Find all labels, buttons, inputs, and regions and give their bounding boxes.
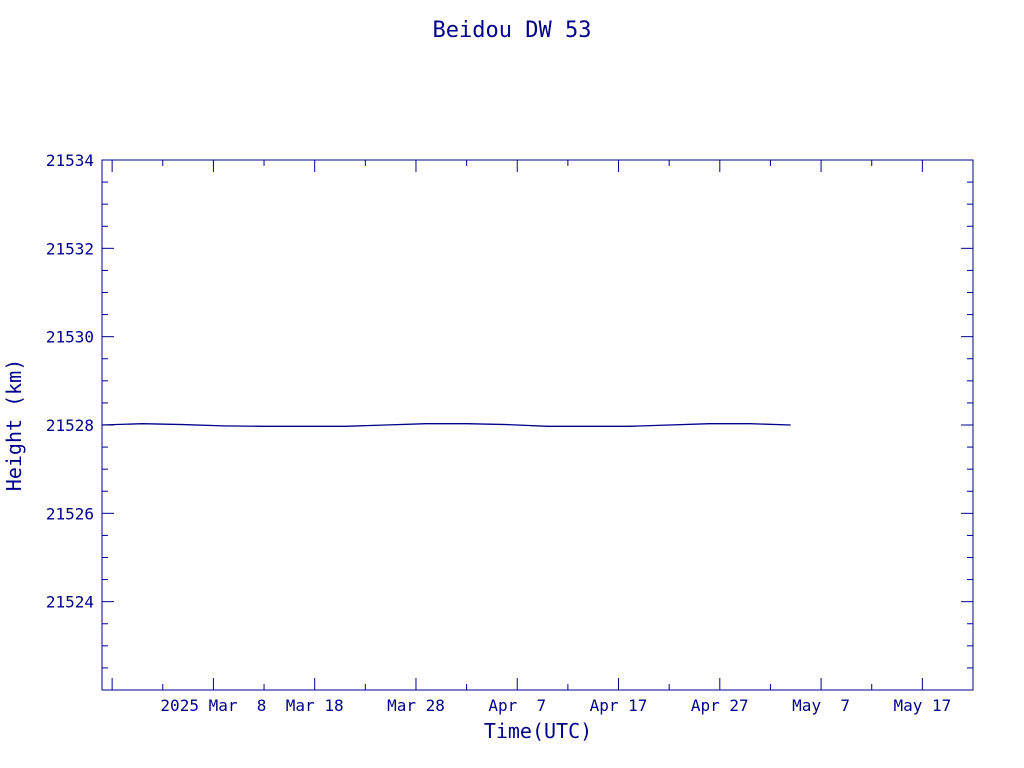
y-tick-label: 21534: [46, 151, 94, 170]
y-axis-label: Height (km): [2, 359, 26, 491]
x-tick-label: Apr 17: [590, 696, 648, 715]
x-axis-ticks: 2025 Mar 8 Mar 18 Mar 28 Apr 7 Apr 17 Apr 27 M…: [111, 160, 974, 715]
x-axis-label: Time(UTC): [484, 719, 592, 743]
y-axis-ticks: 21524 21526 21528 21530 21532 21534: [46, 151, 973, 691]
x-tick-label: 2025 Mar 8: [160, 696, 266, 715]
y-tick-label: 21532: [46, 239, 94, 258]
x-tick-label: Mar 18: [286, 696, 344, 715]
series-line-0: [101, 423, 791, 427]
y-tick-label: 21528: [46, 416, 94, 435]
y-tick-label: 21530: [46, 328, 94, 347]
x-tick-label: May 7: [792, 696, 850, 715]
y-tick-label: 21526: [46, 504, 94, 523]
chart-title: Beidou DW 53: [433, 18, 592, 43]
x-tick-label: May 17: [893, 696, 951, 715]
series-layer: [101, 423, 791, 427]
plot-frame: [101, 159, 974, 691]
x-tick-label: Mar 28: [387, 696, 445, 715]
x-tick-label: Apr 27: [691, 696, 749, 715]
y-tick-label: 21524: [46, 593, 94, 612]
x-tick-label: Apr 7: [488, 696, 546, 715]
